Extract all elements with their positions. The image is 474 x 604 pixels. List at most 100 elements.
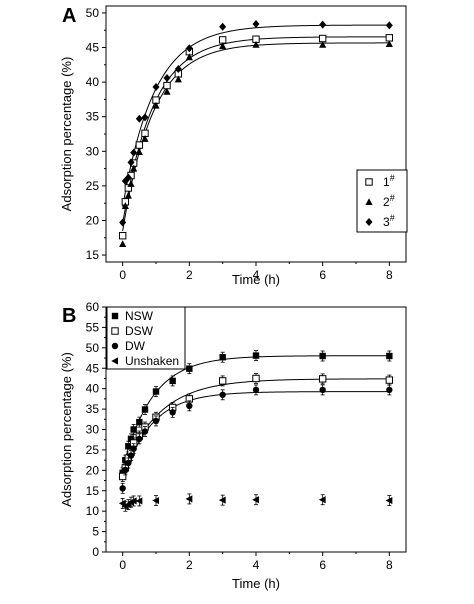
x-axis-label: Time (h)	[232, 576, 280, 591]
data-point	[186, 365, 193, 372]
y-tick-label: 15	[86, 248, 100, 262]
fit-curve-NSW	[122, 355, 390, 470]
legend-label-text: 1	[383, 175, 390, 189]
data-point	[124, 184, 133, 192]
x-axis-label: Time (h)	[232, 272, 280, 287]
data-point	[185, 44, 193, 53]
y-tick-label: 5	[92, 525, 99, 539]
data-point	[118, 232, 127, 240]
data-point	[130, 445, 137, 452]
data-point	[218, 377, 227, 385]
data-point	[141, 428, 149, 435]
data-point	[136, 435, 143, 443]
data-point	[252, 40, 260, 48]
legend-label-superscript: #	[390, 193, 395, 203]
data-point	[252, 19, 260, 28]
data-point	[169, 377, 176, 385]
data-point	[386, 386, 393, 394]
data-point	[127, 435, 135, 443]
data-point	[318, 375, 327, 383]
legend-label-superscript: #	[390, 173, 395, 183]
data-point	[130, 148, 138, 157]
data-point	[318, 496, 326, 504]
fit-curve-2	[122, 42, 390, 231]
y-tick-label: 0	[92, 545, 99, 559]
x-tick-label: 2	[186, 268, 193, 282]
series-DW	[119, 384, 393, 494]
y-tick-label: 35	[86, 110, 100, 124]
data-point	[129, 497, 137, 505]
data-point	[125, 459, 132, 467]
legend: 1#2#3#	[356, 169, 408, 233]
y-tick-label: 60	[86, 300, 100, 314]
legend-marker	[111, 357, 118, 365]
data-point	[185, 53, 193, 61]
legend-marker	[111, 327, 119, 335]
y-tick-label: 10	[86, 504, 100, 518]
x-tick-label: 8	[386, 268, 393, 282]
y-tick-label: 55	[86, 320, 100, 334]
data-point	[121, 202, 129, 209]
data-point	[119, 485, 126, 492]
x-tick-label: 2	[186, 558, 193, 572]
y-tick-label: 30	[86, 144, 100, 158]
data-point	[130, 164, 138, 172]
y-tick-label: 40	[86, 382, 100, 396]
data-point	[127, 180, 135, 187]
data-point	[218, 36, 227, 44]
data-point	[119, 240, 127, 248]
data-point	[135, 141, 144, 149]
data-point	[185, 495, 193, 503]
data-point	[319, 40, 327, 48]
chart-panel-B: 0 5 10 15 20 25 30 35 40 45 50 55 60 0 2 4 6 8 Time (h) Ads…	[59, 300, 407, 591]
data-point	[174, 64, 182, 73]
series-1	[118, 34, 394, 240]
data-point	[136, 418, 143, 426]
data-point	[385, 496, 393, 505]
y-tick-label: 45	[86, 41, 100, 55]
data-point	[252, 374, 260, 383]
legend-label: 2#	[383, 193, 395, 209]
data-point	[386, 352, 393, 360]
legend-label: 3#	[383, 213, 395, 229]
x-tick-label: 4	[253, 268, 260, 282]
legend-marker	[365, 198, 373, 205]
y-tick-label: 15	[86, 484, 100, 498]
panel-label: A	[62, 5, 76, 27]
data-point	[219, 354, 226, 361]
x-tick-label: 6	[319, 558, 326, 572]
data-point	[124, 173, 132, 182]
legend-marker	[365, 178, 373, 186]
data-point	[163, 81, 171, 90]
data-point	[385, 40, 393, 48]
data-point	[124, 191, 132, 199]
y-tick-label: 25	[86, 179, 100, 193]
data-point	[218, 496, 226, 504]
series-3	[119, 19, 393, 227]
series-2	[119, 40, 393, 248]
x-tick-label: 6	[319, 268, 326, 282]
data-point	[174, 75, 182, 83]
legend-marker	[111, 312, 119, 320]
data-point	[135, 497, 143, 505]
y-tick-label: 25	[86, 443, 100, 457]
y-tick-label: 30	[86, 423, 100, 437]
data-point	[319, 20, 327, 29]
y-tick-label: 20	[86, 213, 100, 227]
data-point	[141, 113, 149, 122]
data-point	[152, 496, 159, 505]
y-tick-label: 50	[86, 6, 100, 20]
series-NSW	[119, 350, 393, 479]
legend-label: DSW	[125, 324, 154, 338]
x-tick-label: 0	[119, 268, 126, 282]
x-tick-label: 0	[119, 558, 126, 572]
data-point	[169, 409, 176, 416]
legend-marker	[111, 342, 119, 350]
data-point	[252, 352, 260, 359]
y-tick-label: 45	[86, 361, 100, 375]
data-point	[152, 417, 160, 425]
data-point	[319, 352, 326, 360]
legend-label-superscript: #	[390, 213, 395, 223]
y-axis-label: Adsorption percentage (%)	[59, 57, 74, 212]
